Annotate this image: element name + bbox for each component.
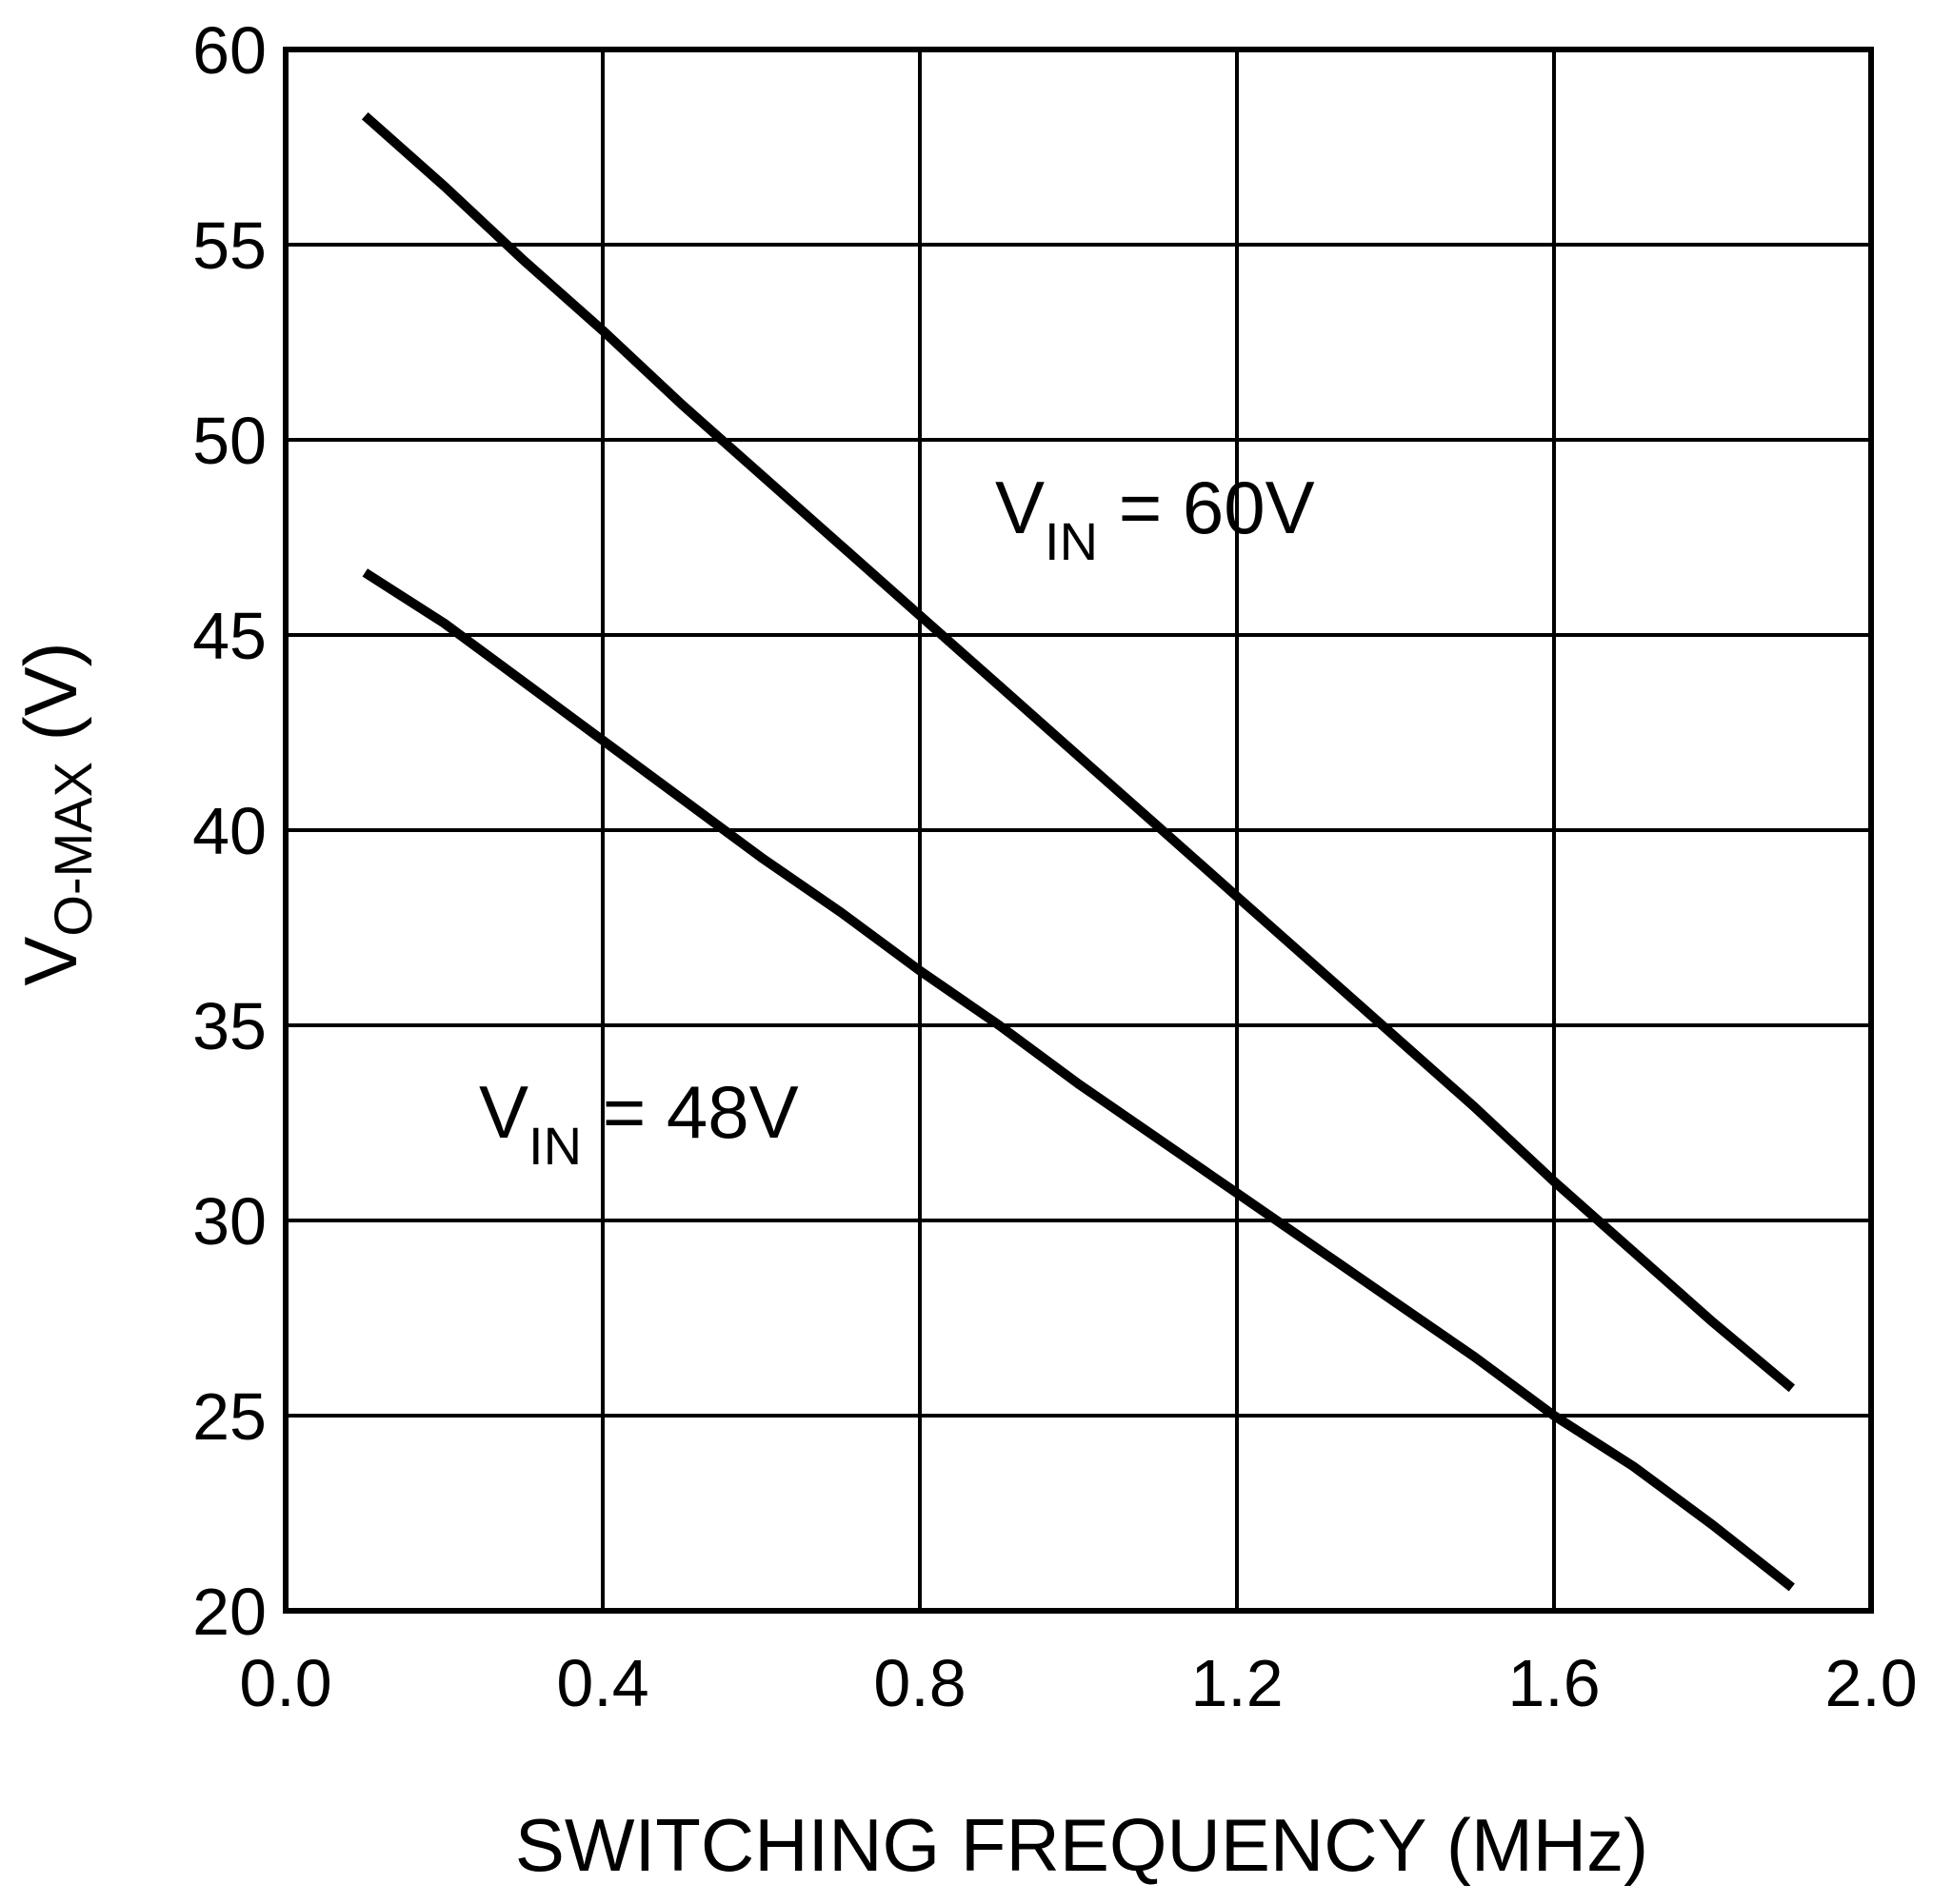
series-line-vin-48v bbox=[362, 568, 1795, 1592]
frame-layer bbox=[283, 47, 1874, 1614]
x-axis-title: SWITCHING FREQUENCY (MHz) bbox=[515, 1803, 1648, 1887]
grid-layer bbox=[286, 50, 1871, 1611]
series-layer bbox=[361, 111, 1796, 1592]
x-tick-label: 0.4 bbox=[556, 1646, 648, 1720]
x-tick-label: 0.8 bbox=[873, 1646, 966, 1720]
series-label-vin-60v-rest: = 60V bbox=[1098, 466, 1315, 549]
series-label-vin-60v: VIN = 60V bbox=[995, 466, 1315, 571]
plot-frame bbox=[283, 47, 1874, 1614]
x-tick-label: 2.0 bbox=[1824, 1646, 1917, 1720]
series-label-vin-48v-main: V bbox=[479, 1070, 528, 1154]
series-line-vin-60v bbox=[361, 111, 1796, 1393]
y-axis-title: VO-MAX (V) bbox=[9, 642, 103, 985]
y-tick-label: 55 bbox=[192, 208, 267, 283]
series-label-vin-48v-rest: = 48V bbox=[582, 1070, 799, 1154]
y-tick-label: 60 bbox=[192, 13, 267, 88]
y-tick-label: 30 bbox=[192, 1184, 267, 1259]
series-label-vin-48v: VIN = 48V bbox=[479, 1070, 799, 1176]
y-axis-title-main: V bbox=[9, 937, 92, 986]
y-axis-title-subscript: O-MAX bbox=[43, 762, 103, 937]
x-tick-label: 0.0 bbox=[239, 1646, 331, 1720]
y-axis-title-unit: (V) bbox=[9, 642, 92, 762]
y-tick-label: 35 bbox=[192, 989, 267, 1063]
x-tick-labels: 0.0 0.4 0.8 1.2 1.6 2.0 bbox=[239, 1646, 1917, 1720]
y-tick-label: 45 bbox=[192, 599, 267, 673]
y-tick-label: 20 bbox=[192, 1575, 267, 1649]
y-tick-label: 50 bbox=[192, 404, 267, 478]
x-tick-label: 1.6 bbox=[1507, 1646, 1600, 1720]
y-tick-label: 40 bbox=[192, 794, 267, 868]
series-label-vin-48v-sub: IN bbox=[528, 1116, 582, 1176]
y-tick-label: 25 bbox=[192, 1379, 267, 1454]
series-label-vin-60v-main: V bbox=[995, 466, 1045, 549]
series-label-vin-60v-sub: IN bbox=[1045, 511, 1098, 571]
x-tick-label: 1.2 bbox=[1190, 1646, 1283, 1720]
y-tick-labels: 20 25 30 35 40 45 50 55 60 bbox=[192, 13, 267, 1649]
